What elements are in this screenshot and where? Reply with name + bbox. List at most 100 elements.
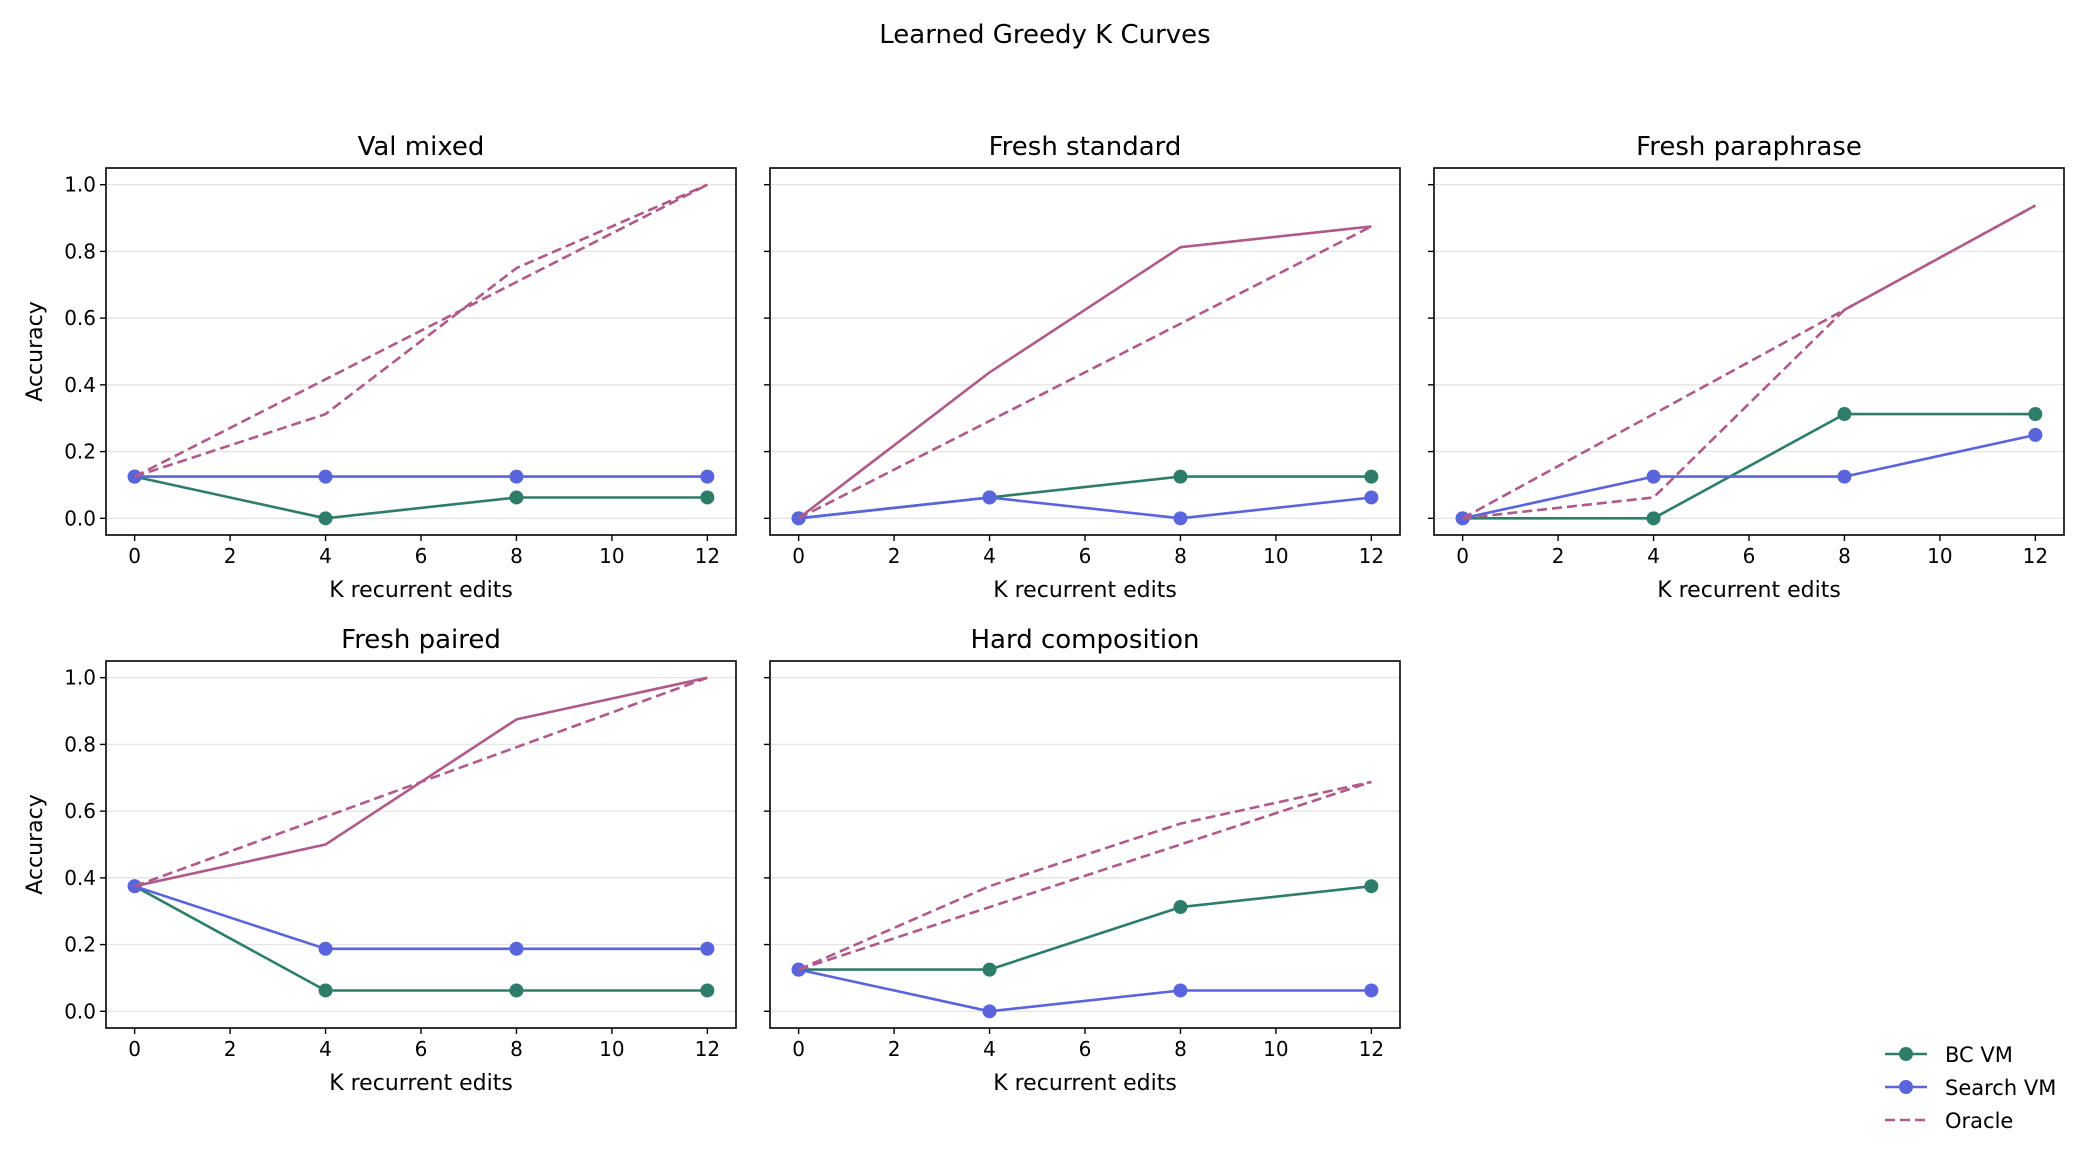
- x-tick-label: 0: [1456, 544, 1469, 568]
- plot-frame: [105, 167, 737, 536]
- oracle-dashed-line-2: [798, 225, 1372, 520]
- x-tick-label: 2: [224, 1037, 237, 1061]
- x-tick-label: 8: [1174, 544, 1187, 568]
- search-vm-point: [1646, 469, 1661, 484]
- x-tick-label: 12: [695, 1037, 720, 1061]
- x-tick-label: 8: [1174, 1037, 1187, 1061]
- plot-frame: [769, 167, 1401, 536]
- x-tick-label: 6: [1079, 544, 1092, 568]
- x-axis-label: K recurrent edits: [993, 1071, 1177, 1096]
- y-axis-label: Accuracy: [23, 794, 48, 894]
- search-vm-point: [1364, 983, 1379, 998]
- oracle-dashed-line-1: [1462, 204, 2037, 520]
- search-vm-point: [509, 469, 524, 484]
- panel-1: 0 2 4 6 8 10 12 0.0 0.2 0.4 0.6 0.8 1.0 Val mixed K re…: [23, 132, 737, 603]
- legend-item-bc-vm: BC VM: [1885, 1043, 2013, 1067]
- x-tick-label: 6: [1743, 544, 1756, 568]
- search-vm-line: [1462, 433, 2036, 520]
- oracle-dashed-line-2: [798, 780, 1372, 971]
- x-tick-label: 0: [128, 1037, 141, 1061]
- bc-vm-point: [318, 511, 333, 526]
- bc-vm-point: [509, 490, 524, 505]
- panel-5: 0 2 4 6 8 10 12 Hard composition K recurrent edi…: [764, 625, 1401, 1096]
- panel-title: Fresh paired: [341, 625, 501, 655]
- x-tick-label: 8: [510, 544, 523, 568]
- bc-vm-line: [1462, 412, 2036, 520]
- x-tick-label: 10: [1927, 544, 1952, 568]
- x-tick-label: 12: [2023, 544, 2048, 568]
- y-tick-label: 0.4: [64, 373, 96, 397]
- panel-4: 0 2 4 6 8 10 12 0.0 0.2 0.4 0.6 0.8 1.0 Fresh paired K…: [23, 625, 737, 1096]
- bc-vm-line: [798, 884, 1372, 971]
- bc-vm-point: [700, 983, 715, 998]
- plot-frame: [1433, 167, 2065, 536]
- bc-vm-line: [798, 475, 1372, 520]
- y-tick-label: 0.8: [64, 732, 96, 756]
- y-tick-label: 0.2: [64, 440, 96, 464]
- y-tick-label: 0.0: [64, 999, 96, 1023]
- bc-vm-point: [1364, 469, 1379, 484]
- search-vm-point: [318, 941, 333, 956]
- x-tick-label: 8: [510, 1037, 523, 1061]
- legend-marker: [1899, 1080, 1913, 1094]
- x-tick-label: 12: [695, 544, 720, 568]
- x-tick-label: 0: [792, 544, 805, 568]
- x-axis-label: K recurrent edits: [993, 578, 1177, 603]
- bc-vm-point: [2028, 407, 2043, 422]
- search-vm-line: [134, 884, 708, 951]
- x-tick-label: 2: [888, 544, 901, 568]
- bc-vm-point: [1364, 879, 1379, 894]
- x-axis-label: K recurrent edits: [329, 1071, 513, 1096]
- panel-title: Fresh paraphrase: [1636, 132, 1862, 162]
- y-axis-label: Accuracy: [23, 301, 48, 401]
- legend-label: Search VM: [1945, 1076, 2056, 1100]
- search-vm-point: [2028, 427, 2043, 442]
- x-tick-label: 10: [599, 1037, 624, 1061]
- legend-item-oracle: Oracle: [1885, 1109, 2013, 1133]
- x-tick-label: 4: [319, 1037, 332, 1061]
- bc-vm-point: [318, 983, 333, 998]
- search-vm-line: [798, 968, 1372, 1013]
- x-axis-label: K recurrent edits: [329, 578, 513, 603]
- oracle-dashed-line-2: [134, 676, 708, 888]
- search-vm-point: [509, 941, 524, 956]
- x-tick-label: 2: [224, 544, 237, 568]
- x-tick-label: 4: [983, 1037, 996, 1061]
- y-tick-label: 0.0: [64, 506, 96, 530]
- x-tick-label: 4: [1647, 544, 1660, 568]
- search-vm-point: [700, 941, 715, 956]
- oracle-dashed-line-2: [1461, 204, 2037, 520]
- oracle-dashed-line-1: [798, 780, 1372, 971]
- x-tick-label: 6: [415, 544, 428, 568]
- bc-vm-point: [982, 962, 997, 977]
- search-vm-point: [982, 490, 997, 505]
- bc-vm-point: [1173, 900, 1188, 915]
- panel-title: Val mixed: [358, 132, 485, 162]
- legend-label: BC VM: [1945, 1043, 2013, 1067]
- panel-title: Fresh standard: [989, 132, 1182, 162]
- x-axis-label: K recurrent edits: [1657, 578, 1841, 603]
- search-vm-point: [1173, 983, 1188, 998]
- search-vm-point: [982, 1004, 997, 1019]
- bc-vm-point: [700, 490, 715, 505]
- x-tick-label: 2: [888, 1037, 901, 1061]
- search-vm-point: [700, 469, 715, 484]
- y-tick-label: 1.0: [64, 666, 96, 690]
- plot-frame: [769, 660, 1401, 1029]
- x-tick-label: 8: [1838, 544, 1851, 568]
- oracle-dashed-line-2: [134, 183, 708, 478]
- x-tick-label: 10: [1263, 1037, 1288, 1061]
- plot-frame: [105, 660, 737, 1029]
- panel-title: Hard composition: [971, 625, 1200, 655]
- y-tick-label: 1.0: [64, 173, 96, 197]
- x-tick-label: 10: [1263, 544, 1288, 568]
- x-tick-label: 4: [983, 544, 996, 568]
- search-vm-point: [318, 469, 333, 484]
- y-tick-label: 0.2: [64, 933, 96, 957]
- y-tick-label: 0.4: [64, 866, 96, 890]
- legend-item-search-vm: Search VM: [1885, 1076, 2056, 1100]
- oracle-solid-line-1: [797, 225, 1372, 520]
- x-tick-label: 6: [1079, 1037, 1092, 1061]
- search-vm-point: [1173, 511, 1188, 526]
